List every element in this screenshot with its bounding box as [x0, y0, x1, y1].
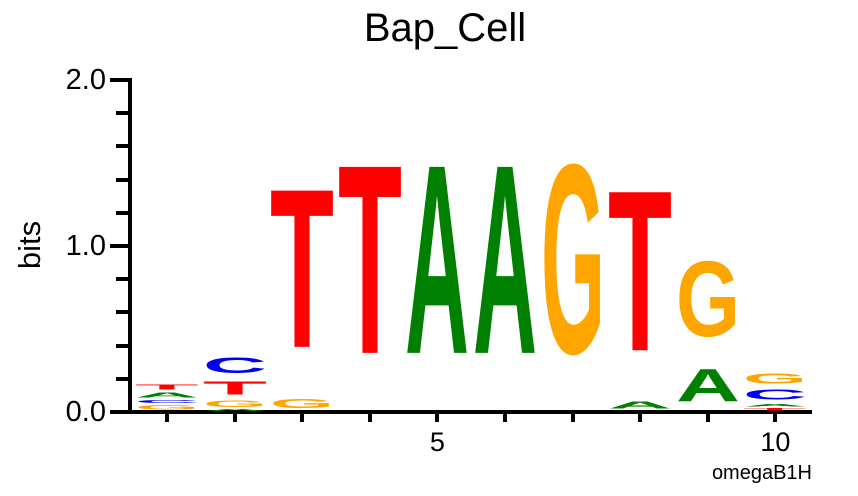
y-tick-label: 2.0	[65, 64, 106, 96]
svg-text:C: C	[743, 386, 807, 403]
svg-text:A: A	[203, 409, 267, 411]
logo-letter-G: G	[743, 370, 807, 387]
svg-text:T: T	[743, 407, 806, 411]
y-axis-line	[128, 78, 132, 414]
logo-letter-A: A	[608, 399, 672, 411]
svg-text:T: T	[270, 143, 334, 396]
logo-letter-A: A	[676, 360, 740, 411]
logo-letter-A: A	[405, 109, 469, 411]
x-axis-right-label: omegaB1H	[711, 462, 812, 484]
svg-text:T: T	[338, 109, 402, 411]
logo-letter-G: G	[203, 399, 267, 409]
svg-text:T: T	[135, 383, 199, 391]
svg-text:A: A	[135, 391, 199, 399]
svg-text:T: T	[608, 142, 672, 399]
logo-letter-C: C	[203, 353, 267, 378]
svg-text:G: G	[541, 109, 605, 411]
logo-letter-A: A	[203, 409, 267, 411]
y-minor-tick	[116, 111, 128, 116]
x-axis-line	[112, 410, 812, 414]
x-tick	[773, 414, 778, 422]
y-minor-tick	[116, 277, 128, 282]
logo-letter-G: G	[541, 107, 605, 411]
logo-letter-A: A	[135, 391, 199, 399]
x-tick	[435, 414, 440, 422]
y-major-tick	[110, 244, 128, 248]
x-tick-label: 10	[760, 427, 791, 457]
chart-title: Bap_Cell	[363, 6, 527, 50]
x-tick	[705, 414, 710, 422]
svg-text:G: G	[676, 240, 740, 360]
svg-text:A: A	[473, 109, 537, 411]
y-minor-tick	[116, 343, 128, 348]
svg-text:A: A	[676, 360, 740, 411]
logo-letter-C: C	[743, 386, 807, 403]
y-major-tick	[110, 78, 128, 82]
y-minor-tick	[116, 310, 128, 315]
svg-text:G: G	[203, 399, 267, 409]
x-tick	[300, 414, 305, 422]
svg-text:A: A	[608, 400, 672, 411]
y-tick-label: 0.0	[65, 396, 106, 428]
y-minor-tick	[116, 210, 128, 215]
y-major-tick	[110, 410, 128, 414]
logo-letter-T: T	[338, 109, 402, 411]
logo-letter-T: T	[270, 142, 334, 396]
svg-text:T: T	[203, 378, 267, 398]
y-minor-tick	[116, 376, 128, 381]
x-tick	[165, 414, 169, 422]
logo-letter-C: C	[135, 399, 199, 404]
svg-text:C: C	[203, 353, 267, 378]
logo-letter-T: T	[135, 383, 199, 391]
logo-letter-T: T	[608, 142, 672, 399]
x-tick	[503, 414, 507, 422]
x-tick	[232, 414, 237, 422]
svg-text:G: G	[135, 404, 199, 411]
x-tick	[570, 414, 575, 422]
svg-text:G: G	[270, 396, 334, 411]
y-minor-tick	[116, 177, 128, 182]
y-minor-tick	[116, 144, 128, 149]
x-tick-label: 5	[429, 427, 445, 457]
y-tick-label: 1.0	[65, 230, 106, 262]
svg-text:G: G	[743, 370, 807, 387]
logo-letter-G: G	[135, 404, 199, 411]
svg-text:C: C	[135, 399, 199, 404]
x-tick	[638, 414, 643, 422]
logo-letter-A: A	[743, 403, 807, 407]
logo-letter-A: A	[473, 109, 537, 411]
logo-letter-T: T	[203, 378, 267, 399]
x-tick	[367, 414, 372, 422]
logo-letter-G: G	[676, 238, 740, 360]
svg-text:A: A	[405, 109, 469, 411]
logo-letter-G: G	[270, 396, 334, 411]
logo-letter-T: T	[743, 407, 807, 411]
svg-text:A: A	[743, 403, 807, 407]
